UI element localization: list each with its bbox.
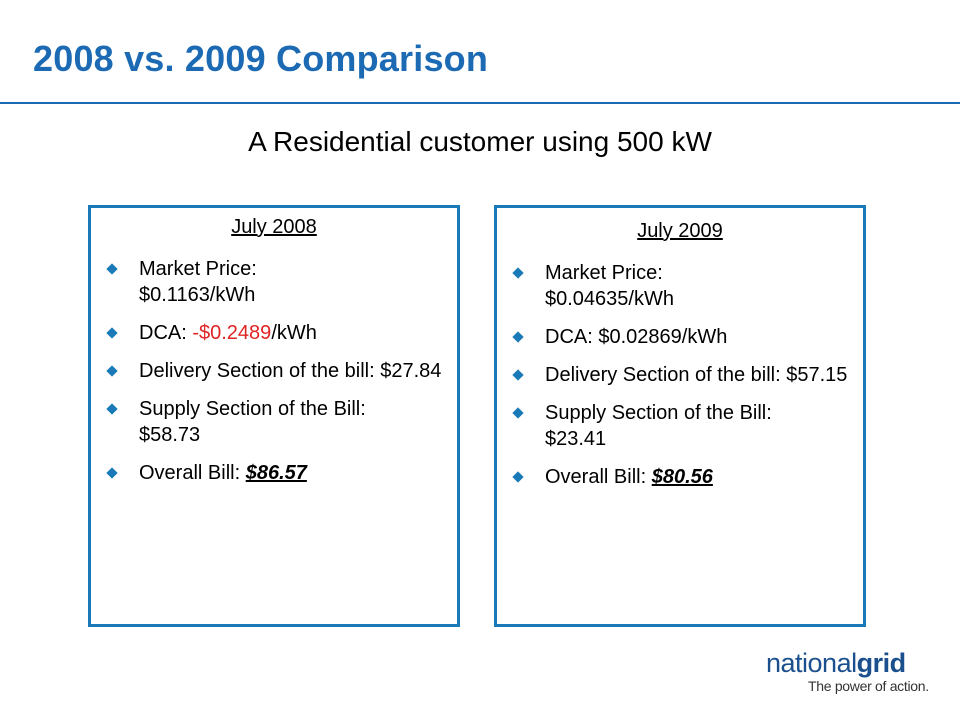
diamond-bullet-icon bbox=[512, 369, 524, 381]
dca-label: DCA: bbox=[139, 322, 193, 344]
market-price-value: $0.04635/kWh bbox=[545, 288, 674, 310]
list-item-delivery: Delivery Section of the bill: $27.84 bbox=[105, 358, 447, 384]
list-item-overall: Overall Bill: $86.57 bbox=[105, 460, 447, 486]
dca-unit: /kWh bbox=[271, 322, 317, 344]
diamond-bullet-icon bbox=[106, 263, 118, 275]
diamond-bullet-icon bbox=[106, 403, 118, 415]
delivery-value: $27.84 bbox=[380, 360, 442, 382]
list-item-market-price: Market Price: $0.1163/kWh bbox=[105, 256, 447, 308]
list-item-supply: Supply Section of the Bill: $23.41 bbox=[511, 400, 853, 452]
logo-name-regular: national bbox=[766, 648, 857, 678]
title-divider bbox=[0, 102, 960, 104]
diamond-bullet-icon bbox=[512, 407, 524, 419]
market-price-label: Market Price: bbox=[545, 262, 663, 284]
dca-value: $0.02869 bbox=[598, 326, 682, 348]
supply-label: Supply Section of the Bill: bbox=[545, 402, 772, 424]
market-price-value: $0.1163/kWh bbox=[139, 284, 256, 306]
dca-value: -$0.2489 bbox=[192, 322, 272, 344]
list-item-delivery: Delivery Section of the bill: $57.15 bbox=[511, 362, 853, 388]
overall-value: $80.56 bbox=[651, 466, 713, 488]
diamond-bullet-icon bbox=[512, 471, 524, 483]
logo-name-bold: grid bbox=[856, 648, 907, 678]
panel-july-2008: July 2008 Market Price: $0.1163/kWh DCA:… bbox=[88, 205, 460, 627]
supply-label: Supply Section of the Bill: bbox=[139, 398, 366, 420]
bullet-list: Market Price: $0.1163/kWh DCA: -$0.2489/… bbox=[91, 256, 457, 486]
panel-july-2009: July 2009 Market Price: $0.04635/kWh DCA… bbox=[494, 205, 866, 627]
diamond-bullet-icon bbox=[512, 267, 524, 279]
panel-heading: July 2009 bbox=[637, 220, 723, 242]
overall-label: Overall Bill: bbox=[545, 466, 652, 488]
slide-subtitle: A Residential customer using 500 kW bbox=[248, 126, 712, 157]
dca-unit: /kWh bbox=[681, 326, 728, 348]
delivery-label: Delivery Section of the bill: bbox=[139, 360, 381, 382]
delivery-label: Delivery Section of the bill: bbox=[545, 364, 787, 386]
diamond-bullet-icon bbox=[512, 331, 524, 343]
list-item-market-price: Market Price: $0.04635/kWh bbox=[511, 260, 853, 312]
national-grid-logo: nationalgrid The power of action. bbox=[766, 648, 956, 698]
delivery-value: $57.15 bbox=[786, 364, 848, 386]
market-price-label: Market Price: bbox=[139, 258, 257, 280]
overall-value: $86.57 bbox=[245, 462, 307, 484]
diamond-bullet-icon bbox=[106, 467, 118, 479]
list-item-overall: Overall Bill: $80.56 bbox=[511, 464, 853, 490]
list-item-supply: Supply Section of the Bill: $58.73 bbox=[105, 396, 447, 448]
slide-title: 2008 vs. 2009 Comparison bbox=[33, 38, 489, 79]
supply-value: $23.41 bbox=[545, 428, 607, 450]
overall-label: Overall Bill: bbox=[139, 462, 246, 484]
diamond-bullet-icon bbox=[106, 365, 118, 377]
dca-label: DCA: bbox=[545, 326, 599, 348]
panel-heading: July 2008 bbox=[231, 216, 317, 238]
bullet-list: Market Price: $0.04635/kWh DCA: $0.02869… bbox=[497, 260, 863, 490]
list-item-dca: DCA: $0.02869/kWh bbox=[511, 324, 853, 350]
supply-value: $58.73 bbox=[139, 424, 201, 446]
logo-tagline: The power of action. bbox=[808, 678, 929, 694]
logo-wordmark: nationalgrid bbox=[766, 648, 956, 678]
list-item-dca: DCA: -$0.2489/kWh bbox=[105, 320, 447, 346]
diamond-bullet-icon bbox=[106, 327, 118, 339]
